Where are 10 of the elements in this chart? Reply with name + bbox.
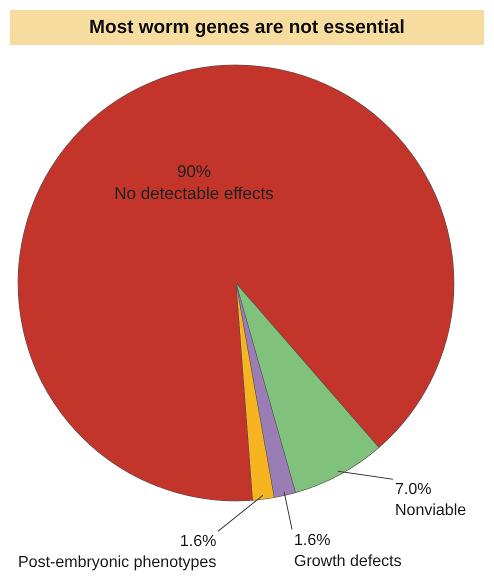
slice-label: Growth defects [294, 552, 402, 570]
pie-slice [18, 64, 454, 501]
data-label: 1.6% [294, 532, 330, 549]
slice-label: No detectable effects [114, 184, 274, 203]
slice-label: Nonviable [395, 502, 466, 519]
slice-label: Post-embryonic phenotypes [18, 554, 216, 571]
data-label: 7.0% [395, 481, 432, 498]
chart-title: Most worm genes are not essential [10, 10, 484, 45]
data-label: 90% [176, 162, 211, 181]
data-label: 1.6% [180, 533, 216, 550]
